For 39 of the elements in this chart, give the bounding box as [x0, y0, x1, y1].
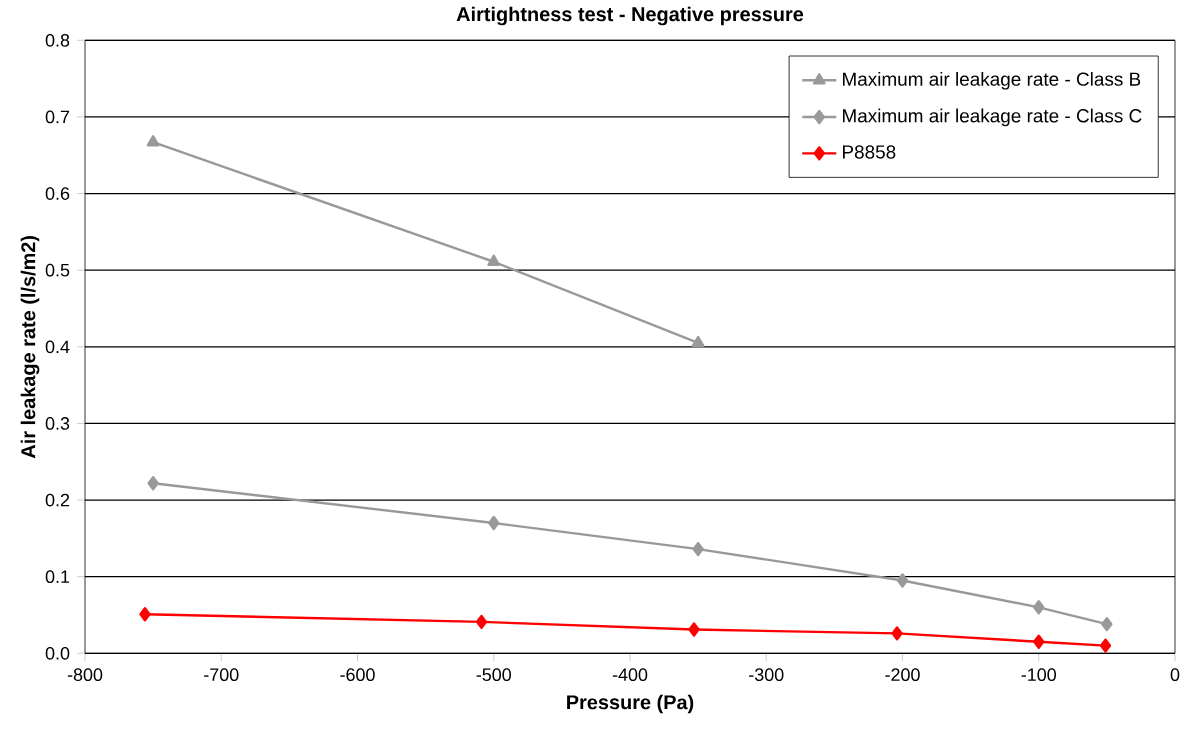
x-tick-label: -800	[67, 668, 103, 681]
x-tick-label: 0	[1170, 668, 1180, 681]
point	[691, 335, 705, 348]
point	[692, 541, 704, 557]
y-tick-label: 0.3	[45, 416, 70, 430]
x-tick-label: -500	[476, 668, 511, 681]
point	[1033, 634, 1045, 649]
point	[1101, 616, 1113, 632]
y-tick-label: 0.0	[45, 646, 70, 660]
y-axis-title: Air leakage rate (l/s/m2)	[20, 235, 40, 459]
chart-title: Airtightness test - Negative pressure	[456, 6, 804, 26]
point	[896, 573, 909, 588]
x-tick-label: -200	[885, 668, 920, 681]
point	[488, 515, 500, 531]
y-tick-label: 0.5	[45, 263, 70, 277]
y-tick-label: 0.8	[45, 33, 70, 47]
legend-label: Maximum air leakage rate - Class B	[843, 71, 1141, 90]
y-tick-label: 0.2	[45, 493, 70, 507]
x-tick-label: -400	[612, 668, 648, 681]
point	[487, 254, 501, 266]
point	[147, 475, 159, 491]
y-tick-label: 0.4	[45, 340, 70, 354]
point	[475, 614, 488, 629]
x-tick-label: -700	[204, 668, 239, 681]
x-tick-label: -300	[749, 668, 784, 681]
point	[1099, 638, 1112, 653]
y-tick-label: 0.1	[45, 570, 70, 583]
legend-label: P8858	[843, 145, 896, 159]
y-tick-label: 0.6	[45, 187, 70, 200]
point	[1033, 600, 1045, 615]
legend-label: Maximum air leakage rate - Class C	[843, 108, 1142, 127]
point	[139, 606, 151, 622]
point	[688, 622, 700, 637]
point	[146, 134, 160, 147]
x-tick-label: -600	[340, 668, 375, 681]
point	[891, 626, 903, 641]
x-tick-label: -100	[1021, 668, 1056, 681]
y-tick-label: 0.7	[45, 110, 70, 124]
x-axis-title: Pressure (Pa)	[567, 694, 694, 714]
